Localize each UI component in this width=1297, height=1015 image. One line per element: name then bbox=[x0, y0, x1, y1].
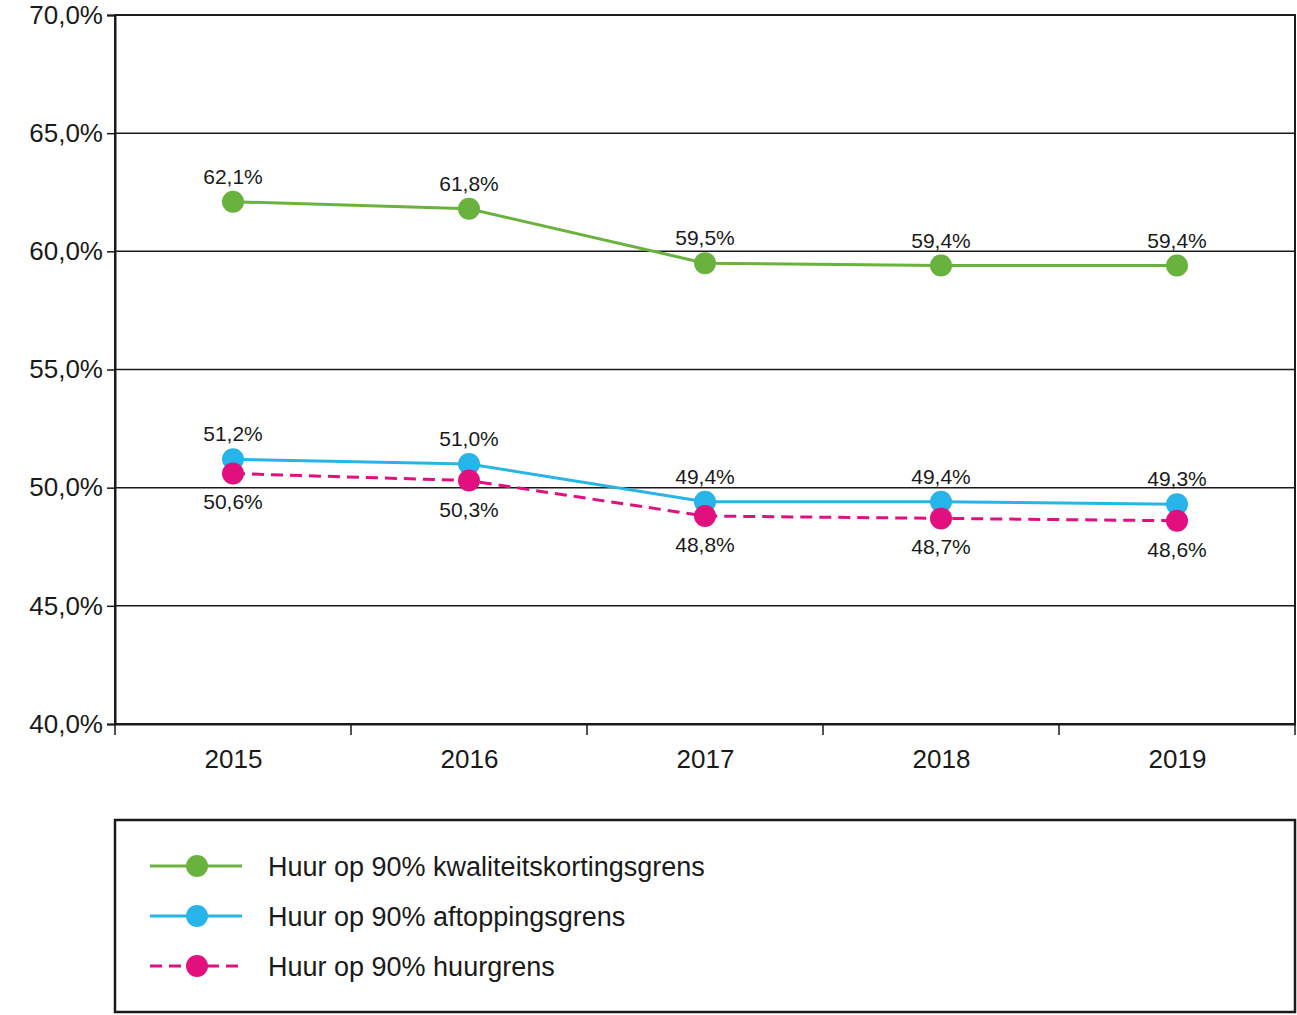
y-axis-line bbox=[107, 16, 116, 725]
x-separator-tick bbox=[1294, 724, 1296, 735]
point bbox=[458, 198, 480, 220]
plot-area bbox=[222, 191, 1188, 532]
x-separators bbox=[115, 724, 1295, 735]
y-tick-mark bbox=[107, 369, 115, 371]
y-tick: 60,0% bbox=[29, 236, 115, 266]
y-tick-label: 70,0% bbox=[29, 0, 103, 30]
chart: 40,0%45,0%50,0%55,0%60,0%65,0%70,0%20152… bbox=[0, 0, 1297, 1015]
x-tick-label: 2017 bbox=[677, 744, 735, 774]
x-tick: 2015 bbox=[205, 724, 263, 774]
x-axis: 2015 2016 2017 2018 2019 bbox=[116, 724, 1296, 774]
y-tick-mark bbox=[107, 606, 115, 608]
y-tick: 50,0% bbox=[29, 472, 115, 502]
y-tick-label: 55,0% bbox=[29, 354, 103, 384]
y-tick-label: 60,0% bbox=[29, 236, 103, 266]
x-separator-tick bbox=[822, 724, 824, 735]
legend-label: Huur op 90% huurgrens bbox=[268, 952, 555, 982]
y-tick-mark bbox=[107, 251, 115, 253]
data-labels: 62,1% 61,8% 59,5% 59,4% 59,4% 51,2% 51,0% 49,4%… bbox=[203, 165, 1207, 561]
plot-frame bbox=[115, 15, 1295, 724]
x-axis-line bbox=[116, 724, 1296, 726]
data-label: 59,5% bbox=[675, 226, 735, 249]
grid-line bbox=[115, 605, 1295, 607]
grid-line bbox=[115, 132, 1295, 134]
data-label: 50,6% bbox=[203, 490, 263, 513]
y-tick-mark bbox=[107, 15, 115, 17]
y-axis: 40,0% 45,0% 50,0% 55,0% 60,0% 65,0% 70,0% bbox=[29, 0, 115, 739]
y-tick-mark bbox=[107, 487, 115, 489]
legend: Huur op 90% kwaliteitskortingsgrens Huur … bbox=[115, 820, 1295, 1012]
point bbox=[1166, 255, 1188, 277]
point bbox=[694, 252, 716, 274]
legend-marker bbox=[186, 905, 208, 927]
y-tick-mark bbox=[107, 724, 115, 726]
point bbox=[222, 191, 244, 213]
y-tick-label: 40,0% bbox=[29, 709, 103, 739]
y-tick: 55,0% bbox=[29, 354, 115, 384]
legend-label: Huur op 90% aftoppingsgrens bbox=[268, 902, 625, 932]
grid-line bbox=[115, 369, 1295, 371]
x-tick-label: 2018 bbox=[913, 744, 971, 774]
point bbox=[1166, 510, 1188, 532]
data-label: 48,6% bbox=[1147, 538, 1207, 561]
data-label: 62,1% bbox=[203, 165, 263, 188]
point bbox=[222, 462, 244, 484]
data-label: 59,4% bbox=[1147, 229, 1207, 252]
data-label: 49,4% bbox=[911, 465, 971, 488]
x-separator-tick bbox=[586, 724, 588, 735]
y-tick: 70,0% bbox=[29, 0, 115, 30]
data-label: 61,8% bbox=[439, 172, 499, 195]
y-tick: 40,0% bbox=[29, 709, 115, 739]
y-tick-label: 65,0% bbox=[29, 118, 103, 148]
legend-item: Huur op 90% kwaliteitskortingsgrens bbox=[150, 852, 705, 882]
data-label: 50,3% bbox=[439, 498, 499, 521]
legend-marker bbox=[186, 855, 208, 877]
y-tick-label: 45,0% bbox=[29, 591, 103, 621]
x-separator-tick bbox=[350, 724, 352, 735]
legend-item: Huur op 90% huurgrens bbox=[150, 952, 555, 982]
x-tick: 2017 bbox=[677, 724, 735, 774]
x-tick: 2016 bbox=[441, 724, 499, 774]
x-tick-label: 2015 bbox=[205, 744, 263, 774]
data-label: 48,7% bbox=[911, 535, 971, 558]
legend-item: Huur op 90% aftoppingsgrens bbox=[150, 902, 625, 932]
point bbox=[458, 470, 480, 492]
data-label: 59,4% bbox=[911, 229, 971, 252]
grid bbox=[115, 15, 1295, 724]
legend-label: Huur op 90% kwaliteitskortingsgrens bbox=[268, 852, 705, 882]
y-tick: 45,0% bbox=[29, 591, 115, 621]
point bbox=[694, 505, 716, 527]
x-separator-tick bbox=[114, 724, 116, 735]
legend-marker bbox=[186, 955, 208, 977]
x-tick-label: 2019 bbox=[1149, 744, 1207, 774]
y-tick-mark bbox=[107, 133, 115, 135]
data-label: 49,3% bbox=[1147, 467, 1207, 490]
x-tick: 2019 bbox=[1149, 724, 1207, 774]
data-label: 51,2% bbox=[203, 422, 263, 445]
grid-line bbox=[115, 251, 1295, 253]
x-tick: 2018 bbox=[913, 724, 971, 774]
data-label: 51,0% bbox=[439, 427, 499, 450]
point bbox=[930, 507, 952, 529]
data-label: 49,4% bbox=[675, 465, 735, 488]
x-separator-tick bbox=[1058, 724, 1060, 735]
legend-box bbox=[115, 820, 1295, 1012]
point bbox=[930, 255, 952, 277]
x-tick-label: 2016 bbox=[441, 744, 499, 774]
data-label: 48,8% bbox=[675, 533, 735, 556]
y-tick: 65,0% bbox=[29, 118, 115, 148]
y-tick-label: 50,0% bbox=[29, 472, 103, 502]
